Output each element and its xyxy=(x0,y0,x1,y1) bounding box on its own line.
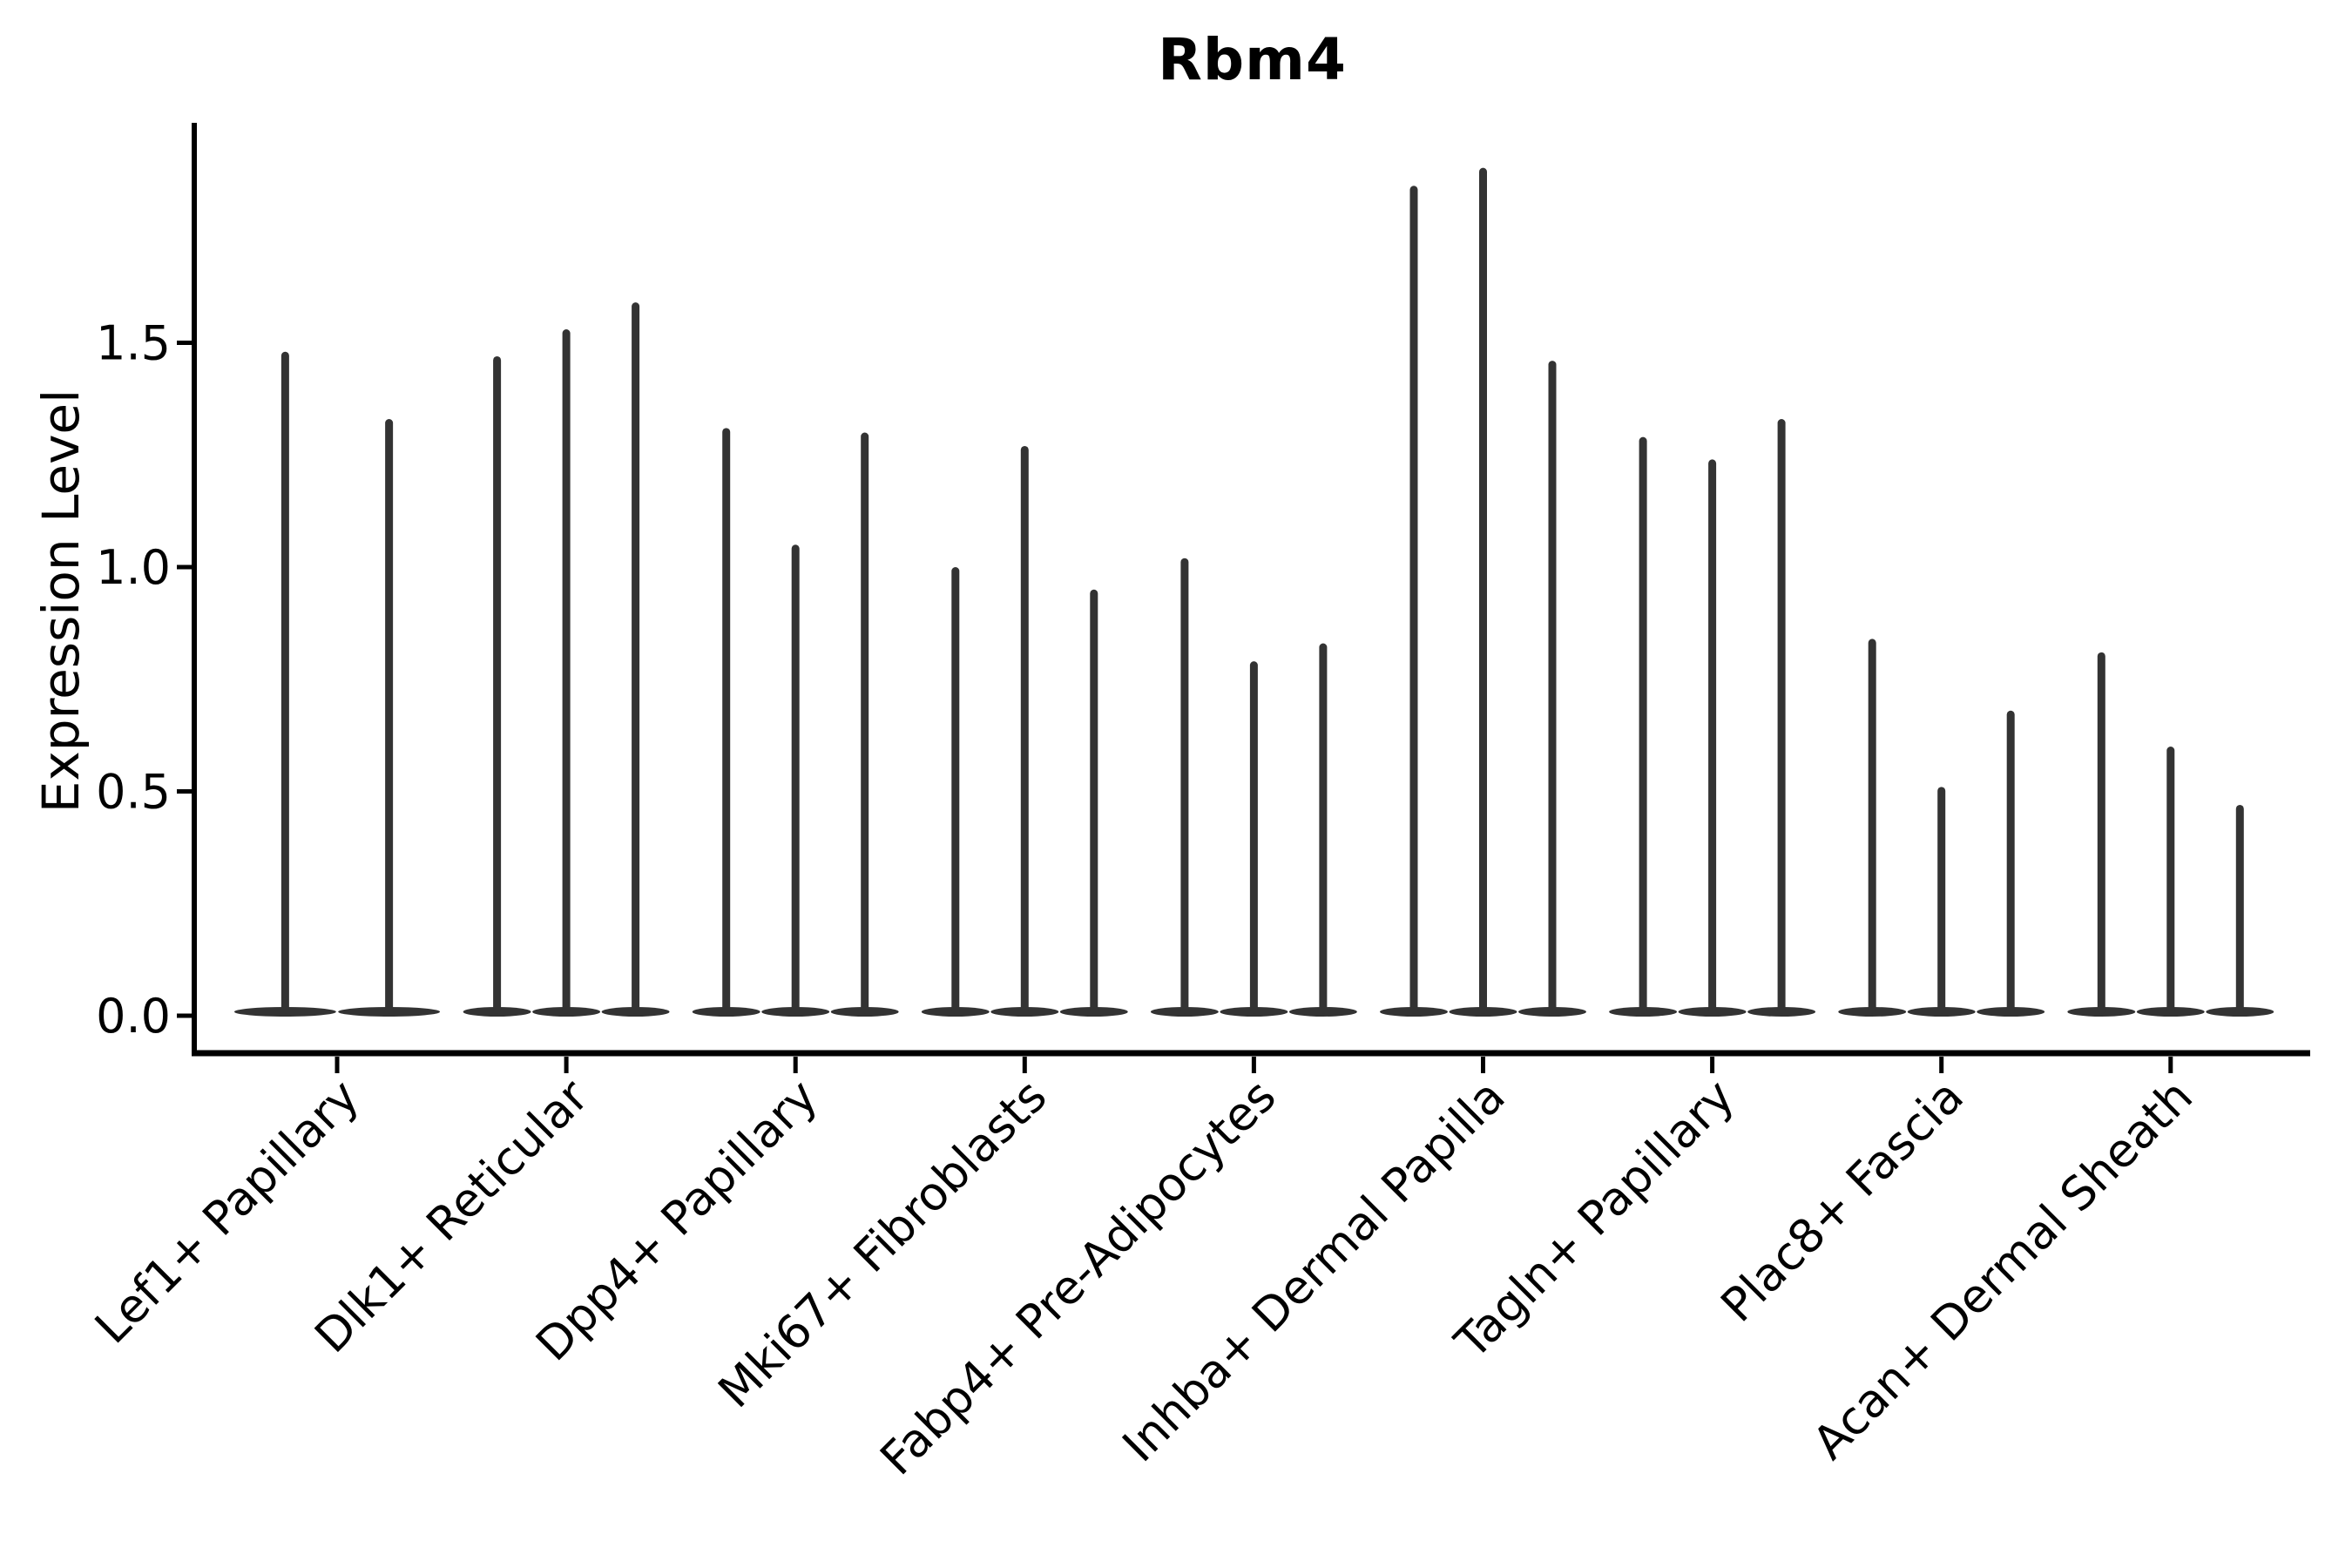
chart-title: Rbm4 xyxy=(1158,26,1347,93)
x-tick-label: Acan+ Dermal Sheath xyxy=(1803,1070,2203,1470)
y-tick-label: 0.0 xyxy=(96,989,171,1044)
x-tick-label: Fabp4+ Pre-Adipocytes xyxy=(870,1070,1286,1485)
y-tick-label: 0.5 xyxy=(96,765,171,820)
y-tick-label: 1.5 xyxy=(96,316,171,371)
y-tick-label: 1.0 xyxy=(96,540,171,595)
x-tick-label: Plac8+ Fascia xyxy=(1711,1070,1973,1332)
x-tick-label: Inhba+ Dermal Papilla xyxy=(1113,1070,1516,1472)
